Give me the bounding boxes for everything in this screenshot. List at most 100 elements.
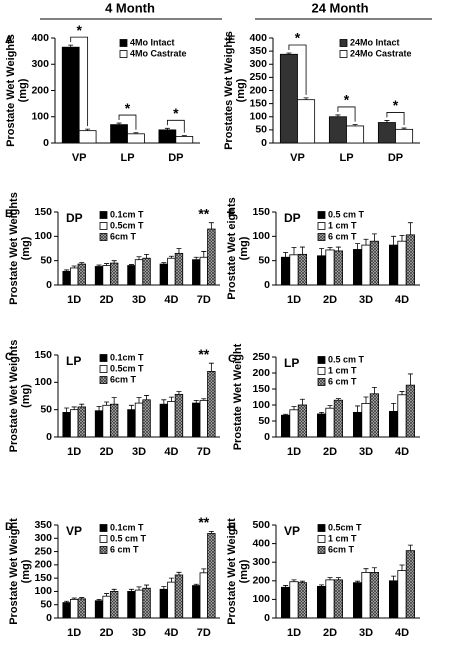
legend-swatch [317, 233, 326, 241]
significance-bracket [70, 36, 89, 127]
y-tick-label: 300 [249, 58, 267, 70]
bar [142, 587, 151, 619]
error-bar [111, 588, 117, 592]
error-bar [407, 373, 413, 386]
error-bar [371, 387, 377, 394]
y-axis-label: (mg) [20, 236, 32, 260]
error-bar [327, 577, 333, 580]
inset-label: DP [284, 211, 301, 225]
legend-label: 0.1cm T [110, 352, 144, 362]
inset-label: DP [66, 211, 83, 225]
error-bar [355, 405, 361, 413]
error-bar [144, 584, 150, 589]
y-axis-label: Prostate Wet eights [226, 197, 238, 300]
bar [127, 265, 136, 286]
error-bar [176, 248, 182, 254]
legend-swatch [99, 365, 108, 373]
y-tick-label: 100 [34, 585, 52, 597]
legend-label: 1 cm T [328, 533, 357, 543]
error-bar [144, 253, 150, 259]
x-tick-label: 3D [132, 446, 146, 458]
bar [397, 240, 407, 286]
y-tick-label: 100 [252, 230, 270, 242]
bar [70, 267, 79, 286]
error-bar [335, 246, 341, 251]
error-bar [201, 568, 207, 573]
significance-bracket [166, 119, 185, 133]
bar [369, 572, 380, 619]
y-tick-label: 150 [34, 206, 52, 218]
x-tick-label: 4D [164, 446, 178, 458]
legend-label: 24Mo Castrate [350, 48, 412, 58]
inset-label: VP [284, 524, 300, 538]
legend-swatch [99, 524, 108, 532]
legend-label: 4Mo Castrate [130, 48, 187, 58]
y-axis-label: (mg) [238, 559, 250, 583]
error-bar [335, 398, 341, 401]
legend-swatch [119, 50, 128, 58]
bar [333, 579, 344, 619]
significance-bracket [118, 114, 137, 130]
y-tick-label: 0 [46, 612, 52, 624]
legend-swatch [317, 378, 326, 386]
error-bar [303, 97, 309, 100]
y-tick-label: 0 [46, 279, 52, 291]
error-bar [363, 568, 369, 573]
bar [361, 244, 371, 286]
legend-swatch [99, 354, 108, 362]
y-tick-label: 50 [258, 254, 270, 266]
y-tick-label: 50 [40, 598, 52, 610]
error-bar [85, 128, 91, 131]
x-tick-label: 2D [100, 446, 114, 458]
legend-label: 6cm T [110, 231, 137, 241]
legend-label: 6 cm T [328, 376, 357, 386]
y-tick-label: 250 [249, 71, 267, 83]
error-bar [144, 395, 150, 400]
y-tick-label: 100 [34, 376, 52, 388]
error-bar [384, 120, 390, 123]
legend-label: 0.5cm T [110, 363, 144, 373]
y-axis-label: Prostate Wet Weights [5, 34, 17, 147]
error-bar [111, 397, 117, 405]
error-bar [391, 235, 397, 246]
bar [77, 598, 86, 619]
legend-label: 0.5 cm T [110, 533, 147, 543]
legend-swatch [99, 222, 108, 230]
legend-swatch [119, 39, 128, 47]
bar [397, 570, 407, 619]
bar [159, 588, 169, 619]
bar [199, 256, 208, 286]
bar [395, 128, 414, 144]
error-bar [299, 246, 305, 255]
x-tick-label: 7D [197, 446, 211, 458]
error-bar [291, 579, 297, 582]
significance-bracket [337, 106, 356, 122]
legend-swatch [317, 367, 326, 375]
y-tick-label: 150 [252, 383, 270, 395]
y-axis-label: (mg) [235, 78, 247, 102]
panel-label: D [5, 521, 13, 533]
error-bar [327, 247, 333, 250]
error-bar [193, 399, 199, 404]
column-title: 4 Month [105, 0, 155, 15]
error-bar [128, 264, 134, 266]
y-tick-label: 350 [249, 45, 267, 57]
significance-mark: * [295, 30, 301, 46]
x-tick-label: VP [72, 152, 87, 164]
bar [192, 259, 201, 286]
error-bar [407, 544, 413, 551]
bar [199, 572, 208, 619]
legend-label: 4Mo Intact [130, 37, 175, 47]
panel-label: B [5, 208, 13, 220]
y-tick-label: 400 [31, 32, 49, 44]
y-tick-label: 0 [43, 137, 49, 149]
bar [109, 591, 119, 619]
error-bar [371, 567, 377, 573]
significance-bracket [288, 44, 307, 95]
legend-swatch [317, 222, 326, 230]
significance-mark: ** [198, 205, 209, 221]
bar [134, 402, 144, 438]
error-bar [161, 586, 167, 590]
error-bar [399, 564, 405, 571]
panel-label: F [228, 208, 235, 220]
